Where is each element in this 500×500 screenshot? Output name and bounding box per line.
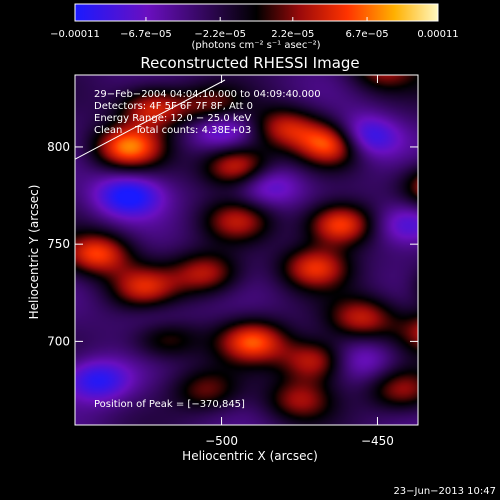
y-tick-label: 700 [47, 334, 70, 348]
colorbar-unit-label: (photons cm⁻² s⁻¹ asec⁻²) [191, 40, 320, 51]
colorbar-ticks: −0.00011 −6.7e−05 −2.2e−05 2.2e−05 6.7e−05 0.… [50, 17, 459, 40]
annotation-time-range: 29−Feb−2004 04:04:10.000 to 04:09:40.000 [94, 89, 321, 100]
y-tick-label: 750 [47, 237, 70, 251]
colorbar-tick-label: −2.2e−05 [194, 29, 246, 40]
limb-line [75, 79, 226, 160]
x-axis-label: Heliocentric X (arcsec) [182, 449, 318, 463]
x-tick-label: −500 [205, 434, 238, 448]
plot-frame [74, 74, 419, 426]
heatmap-raster [75, 75, 418, 425]
generated-timestamp: 23−Jun−2013 10:47 [393, 486, 496, 497]
x-tick-label: −450 [361, 434, 394, 448]
colorbar-tick-label: 2.2e−05 [271, 29, 314, 40]
colorbar [75, 4, 438, 21]
y-axis-label: Heliocentric Y (arcsec) [27, 185, 41, 320]
colorbar-tick-label: 6.7e−05 [345, 29, 388, 40]
peak-position-label: Position of Peak = [−370,845] [94, 399, 245, 410]
colorbar-tick-label: 0.00011 [417, 29, 458, 40]
annotation-detectors: Detectors: 4F 5F 6F 7F 8F, Att 0 [94, 101, 253, 112]
colorbar-frame [74, 3, 439, 22]
axis-ticks: −500−450−400700750800 [47, 75, 418, 448]
annotation-total-counts: Clean Total counts: 4.38E+03 [94, 125, 251, 136]
heatmap-image [75, 75, 418, 425]
annotation-energy-range: Energy Range: 12.0 − 25.0 keV [94, 113, 251, 124]
colorbar-tick-label: −0.00011 [50, 29, 100, 40]
annotation-block: 29−Feb−2004 04:04:10.000 to 04:09:40.000… [94, 89, 321, 136]
y-tick-label: 800 [47, 140, 70, 154]
colorbar-tick-label: −6.7e−05 [120, 29, 172, 40]
chart-title: Reconstructed RHESSI Image [140, 54, 359, 72]
